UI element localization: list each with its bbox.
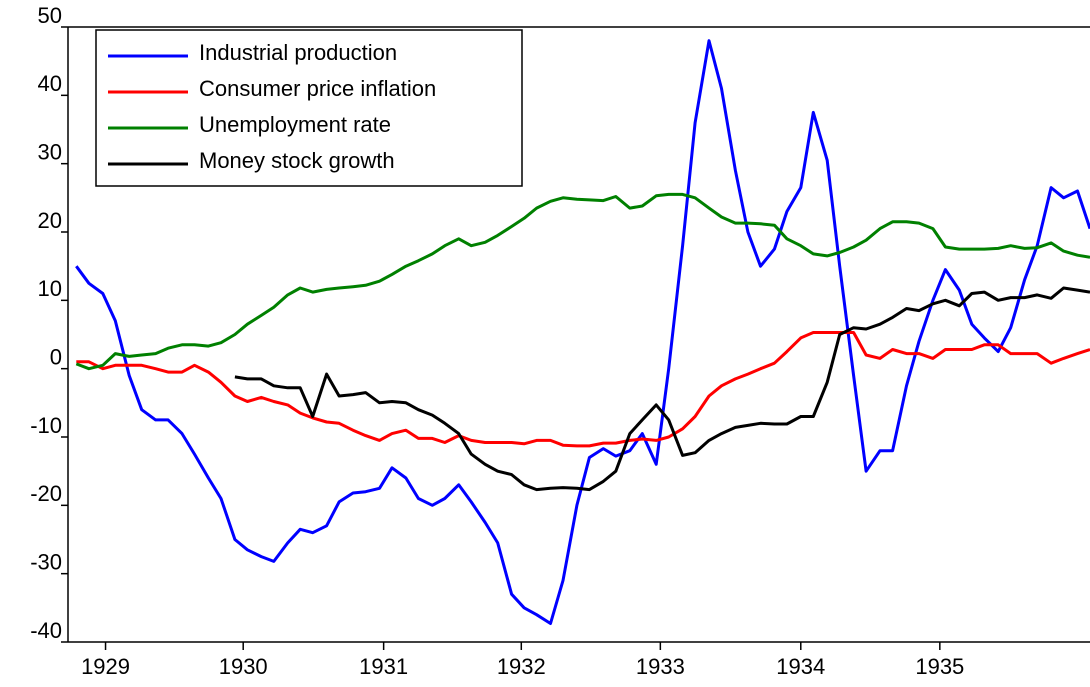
series-line xyxy=(76,331,1090,448)
y-tick-label: 10 xyxy=(38,276,62,301)
y-tick-label: -30 xyxy=(30,549,62,574)
legend-label: Unemployment rate xyxy=(199,112,391,137)
y-tick-label: 0 xyxy=(50,344,62,369)
y-tick-label: -40 xyxy=(30,618,62,643)
legend-label: Industrial production xyxy=(199,40,397,65)
y-tick-label: 20 xyxy=(38,208,62,233)
y-tick-label: -10 xyxy=(30,413,62,438)
legend-label: Consumer price inflation xyxy=(199,76,436,101)
y-tick-label: 30 xyxy=(38,139,62,164)
series-line xyxy=(75,192,1090,371)
x-tick-label: 1931 xyxy=(359,654,408,679)
series-line xyxy=(75,39,1090,625)
x-tick-label: 1934 xyxy=(776,654,825,679)
y-tick-label: 40 xyxy=(38,71,62,96)
x-tick-label: 1932 xyxy=(497,654,546,679)
legend-label: Money stock growth xyxy=(199,148,395,173)
x-tick-label: 1933 xyxy=(636,654,685,679)
y-tick-label: -20 xyxy=(30,481,62,506)
y-tick-label: 50 xyxy=(38,3,62,28)
x-tick-label: 1930 xyxy=(219,654,268,679)
x-tick-label: 1935 xyxy=(915,654,964,679)
series-line xyxy=(234,286,1090,492)
x-tick-label: 1929 xyxy=(81,654,130,679)
